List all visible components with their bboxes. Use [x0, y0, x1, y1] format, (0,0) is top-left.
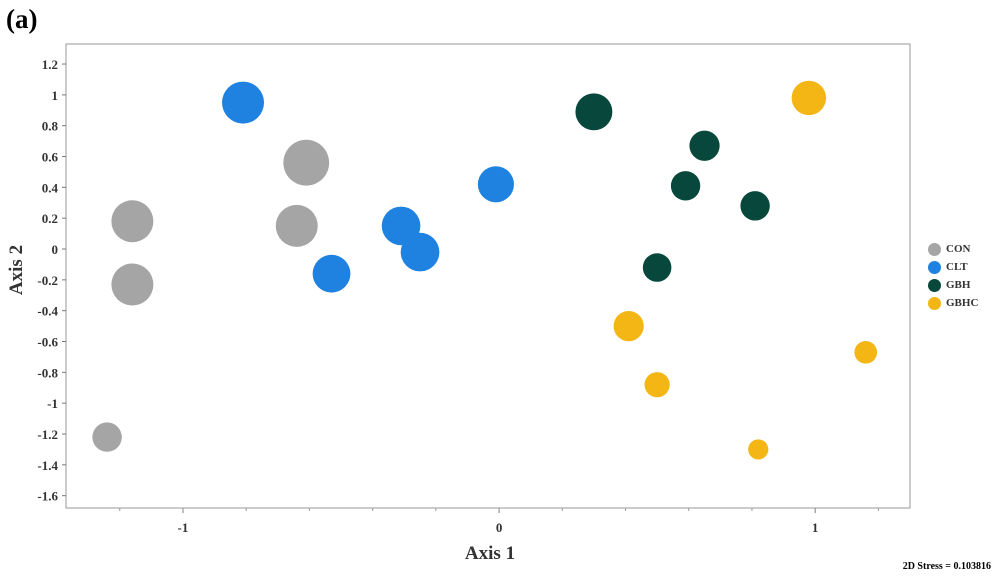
x-axis-label: Axis 1 [465, 543, 515, 564]
data-point-clt [400, 232, 440, 272]
data-point-gbhc [791, 80, 827, 116]
x-tick-label: 1 [812, 520, 819, 535]
data-point-gbh [642, 253, 672, 282]
y-tick-label: 0.8 [42, 119, 59, 134]
legend-item-gbh: GBH [928, 276, 978, 294]
legend-item-gbhc: GBHC [928, 294, 978, 312]
y-tick-label: 0.2 [42, 211, 58, 226]
plot-area [65, 43, 911, 509]
y-tick-label: 0.6 [42, 150, 59, 165]
y-tick-label: -0.4 [37, 304, 58, 319]
legend-swatch [928, 260, 941, 274]
y-tick-label: 1.2 [42, 57, 58, 72]
y-tick-label: -0.2 [37, 273, 58, 288]
data-point-gbh [740, 191, 770, 221]
data-point-con [111, 263, 154, 306]
data-point-gbhc [644, 372, 670, 398]
panel-label: (a) [6, 4, 38, 34]
data-point-gbh [689, 130, 720, 161]
y-tick-label: 0 [52, 242, 59, 257]
data-point-con [92, 422, 122, 452]
y-tick-label: -0.6 [37, 335, 58, 350]
data-point-gbhc [748, 439, 769, 460]
y-tick-label: 1 [52, 88, 59, 103]
data-point-con [275, 204, 318, 247]
legend-label: GBHC [946, 297, 979, 309]
y-tick-label: -1.6 [37, 489, 58, 504]
stress-value: 2D Stress = 0.103816 [902, 561, 991, 572]
data-point-gbh [670, 171, 701, 201]
data-point-con [283, 139, 330, 186]
legend-item-clt: CLT [928, 258, 978, 276]
y-tick-label: 0.4 [42, 180, 59, 195]
data-point-gbhc [613, 310, 644, 342]
y-tick-label: -1.2 [37, 427, 58, 442]
y-tick-label: -0.8 [37, 365, 58, 380]
y-tick-label: -1.4 [37, 458, 58, 473]
x-tick-label: -1 [178, 520, 189, 535]
data-point-clt [312, 254, 351, 293]
y-tick-label: -1 [47, 396, 58, 411]
legend-swatch [928, 242, 941, 256]
legend-item-con: CON [928, 240, 978, 258]
legend-swatch [928, 278, 941, 292]
x-tick-label: 0 [496, 520, 503, 535]
y-axis-label: Axis 2 [6, 245, 27, 295]
data-point-con [111, 200, 154, 243]
legend-label: CON [946, 243, 971, 255]
data-point-clt [222, 81, 265, 124]
data-point-gbh [575, 93, 613, 131]
data-point-gbhc [854, 340, 878, 364]
legend-label: GBH [946, 279, 971, 291]
legend-swatch [928, 296, 941, 310]
legend: CON CLT GBH GBHC [928, 240, 978, 312]
legend-label: CLT [946, 261, 968, 273]
data-point-clt [477, 166, 514, 203]
